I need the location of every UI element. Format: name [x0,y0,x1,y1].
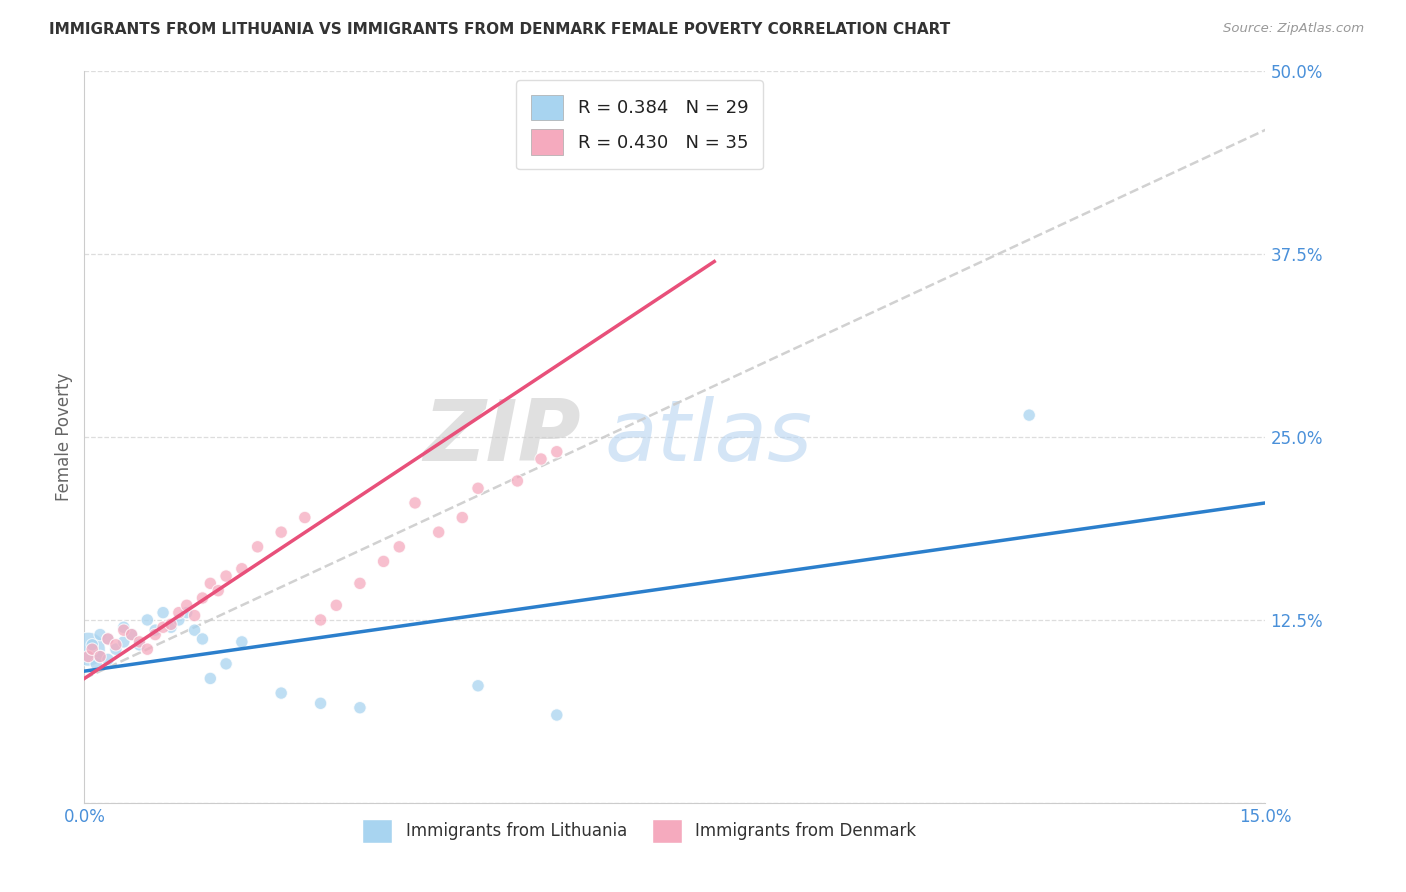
Point [136,613,159,627]
Point [388,540,411,554]
Point [451,510,474,524]
Point [128,638,150,652]
Point [136,642,159,657]
Point [349,700,371,714]
Point [404,496,426,510]
Point [77,642,100,657]
Point [143,623,166,637]
Point [121,627,143,641]
Text: IMMIGRANTS FROM LITHUANIA VS IMMIGRANTS FROM DENMARK FEMALE POVERTY CORRELATION : IMMIGRANTS FROM LITHUANIA VS IMMIGRANTS … [49,22,950,37]
Point [160,620,183,634]
Point [112,620,135,634]
Legend: Immigrants from Lithuania, Immigrants from Denmark: Immigrants from Lithuania, Immigrants fr… [356,813,924,849]
Point [82,642,104,657]
Point [128,635,150,649]
Point [200,576,222,591]
Point [191,632,214,646]
Point [530,452,553,467]
Point [112,623,135,637]
Point [309,696,332,710]
Point [191,591,214,605]
Point [246,540,269,554]
Point [207,583,229,598]
Point [167,613,190,627]
Point [176,606,198,620]
Point [546,444,568,458]
Point [200,672,222,686]
Point [84,657,107,671]
Point [152,620,174,634]
Text: atlas: atlas [605,395,813,479]
Point [97,632,120,646]
Point [89,627,111,641]
Point [325,599,347,613]
Point [427,525,450,540]
Point [349,576,371,591]
Point [121,627,143,641]
Point [97,652,120,666]
Text: ZIP: ZIP [423,395,581,479]
Point [270,525,292,540]
Point [143,627,166,641]
Point [270,686,292,700]
Point [152,606,174,620]
Point [89,649,111,664]
Point [231,635,253,649]
Point [104,638,127,652]
Point [546,708,568,723]
Point [231,562,253,576]
Point [77,649,100,664]
Text: Source: ZipAtlas.com: Source: ZipAtlas.com [1223,22,1364,36]
Point [167,606,190,620]
Point [183,608,205,623]
Point [176,599,198,613]
Point [506,474,529,488]
Point [183,623,205,637]
Point [215,657,238,671]
Point [215,569,238,583]
Point [1018,408,1040,422]
Point [467,481,489,495]
Point [112,635,135,649]
Y-axis label: Female Poverty: Female Poverty [55,373,73,501]
Point [104,642,127,657]
Point [373,554,395,568]
Point [82,638,104,652]
Point [97,632,120,646]
Point [160,617,183,632]
Point [467,679,489,693]
Point [294,510,316,524]
Point [89,649,111,664]
Point [309,613,332,627]
